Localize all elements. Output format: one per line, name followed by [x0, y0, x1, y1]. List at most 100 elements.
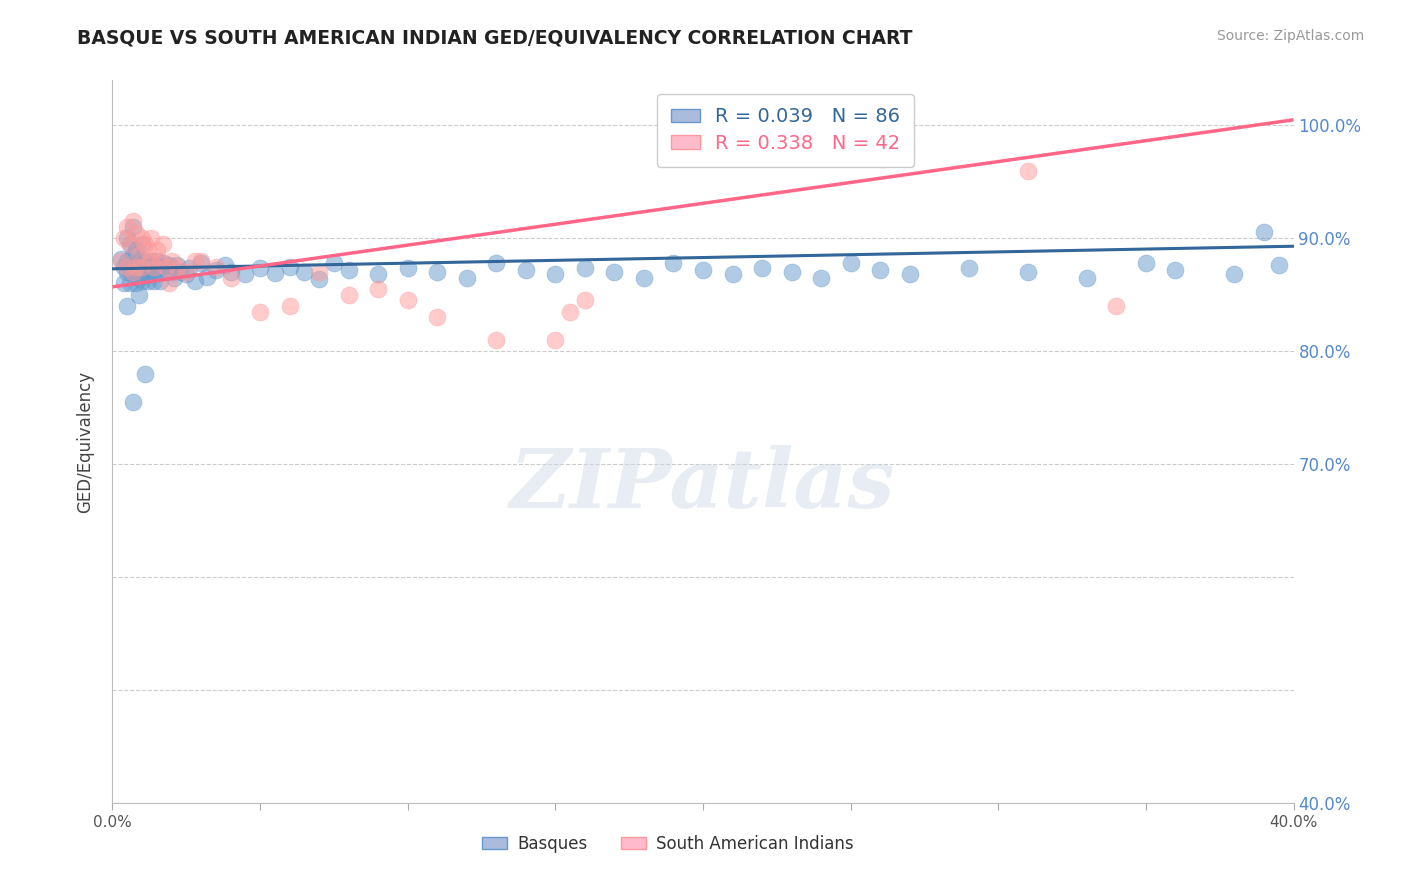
Point — [174, 268, 197, 282]
Point — [367, 282, 389, 296]
Point — [125, 260, 148, 274]
Point — [308, 272, 330, 286]
Point — [179, 260, 201, 275]
Point — [662, 256, 685, 270]
Point — [166, 259, 188, 273]
Point — [149, 274, 172, 288]
Point — [603, 265, 626, 279]
Point — [396, 293, 419, 308]
Point — [112, 231, 135, 245]
Point — [219, 270, 242, 285]
Y-axis label: GED/Equivalency: GED/Equivalency — [76, 370, 94, 513]
Point — [157, 259, 180, 273]
Point — [190, 253, 212, 268]
Point — [751, 260, 773, 275]
Point — [122, 248, 145, 262]
Point — [125, 260, 148, 274]
Point — [308, 265, 330, 279]
Point — [125, 226, 148, 240]
Point — [136, 260, 159, 274]
Point — [128, 270, 150, 285]
Point — [544, 333, 567, 347]
Point — [195, 269, 218, 284]
Point — [155, 263, 177, 277]
Point — [957, 260, 980, 275]
Point — [174, 265, 197, 279]
Point — [205, 263, 228, 277]
Point — [117, 231, 138, 245]
Point — [898, 268, 921, 282]
Point — [120, 260, 142, 274]
Point — [214, 259, 236, 273]
Point — [839, 256, 862, 270]
Point — [122, 395, 145, 409]
Point — [136, 243, 159, 257]
Point — [1017, 265, 1039, 279]
Point — [1105, 299, 1128, 313]
Point — [633, 270, 655, 285]
Point — [139, 231, 162, 245]
Point — [574, 260, 596, 275]
Point — [205, 260, 228, 274]
Point — [110, 253, 132, 268]
Point — [163, 270, 186, 285]
Point — [184, 253, 207, 268]
Point — [169, 265, 191, 279]
Point — [117, 253, 138, 268]
Point — [122, 214, 145, 228]
Point — [426, 265, 449, 279]
Point — [166, 260, 188, 274]
Point — [233, 268, 256, 282]
Point — [146, 265, 169, 279]
Point — [1253, 225, 1275, 239]
Point — [278, 299, 301, 313]
Point — [264, 266, 287, 280]
Point — [219, 265, 242, 279]
Point — [721, 268, 744, 282]
Point — [152, 237, 174, 252]
Point — [1017, 163, 1039, 178]
Point — [515, 263, 537, 277]
Point — [1164, 263, 1187, 277]
Point — [117, 265, 138, 279]
Text: ZIPatlas: ZIPatlas — [510, 445, 896, 524]
Point — [558, 304, 582, 318]
Point — [120, 237, 142, 252]
Point — [142, 274, 165, 288]
Point — [139, 253, 162, 268]
Point — [128, 287, 150, 301]
Point — [146, 243, 169, 257]
Point — [485, 256, 508, 270]
Point — [810, 270, 832, 285]
Point — [337, 263, 360, 277]
Point — [134, 253, 156, 268]
Point — [149, 260, 172, 274]
Point — [456, 270, 478, 285]
Point — [292, 265, 315, 279]
Point — [367, 268, 389, 282]
Point — [120, 277, 142, 291]
Text: Source: ZipAtlas.com: Source: ZipAtlas.com — [1216, 29, 1364, 43]
Point — [131, 274, 153, 288]
Point — [692, 263, 714, 277]
Point — [131, 231, 153, 245]
Point — [112, 260, 135, 274]
Point — [139, 265, 162, 279]
Point — [1268, 259, 1291, 273]
Point — [112, 277, 135, 291]
Point — [142, 260, 165, 274]
Point — [131, 237, 153, 252]
Point — [120, 237, 142, 252]
Point — [574, 293, 596, 308]
Point — [117, 220, 138, 235]
Point — [131, 260, 153, 274]
Point — [1223, 268, 1246, 282]
Point — [157, 277, 180, 291]
Point — [544, 268, 567, 282]
Point — [134, 237, 156, 252]
Point — [142, 260, 165, 274]
Point — [249, 304, 271, 318]
Point — [134, 367, 156, 381]
Point — [128, 253, 150, 268]
Point — [323, 256, 346, 270]
